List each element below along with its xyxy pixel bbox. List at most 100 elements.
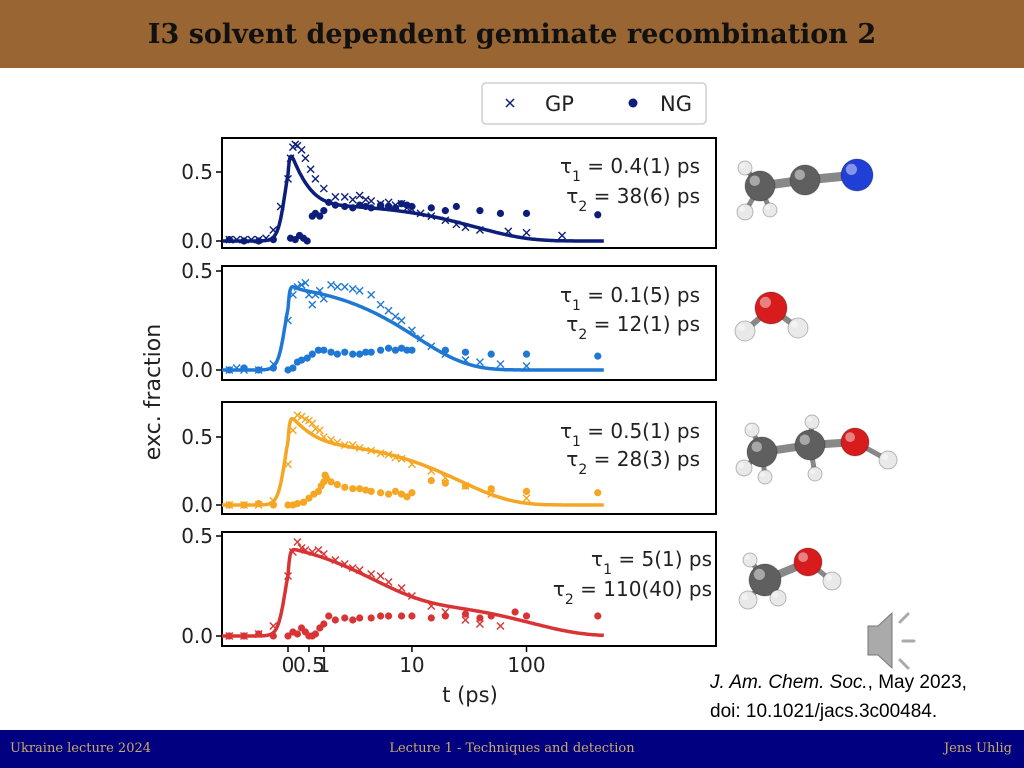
ng-point — [314, 346, 322, 354]
ng-point — [496, 209, 505, 217]
atom — [738, 590, 758, 610]
gp-point — [319, 433, 328, 441]
gp-point — [367, 290, 376, 299]
x-tick-label: 0.5 — [293, 653, 325, 677]
atom-highlight — [791, 321, 798, 328]
ng-point — [356, 350, 364, 358]
gp-point — [461, 616, 470, 624]
ng-point — [225, 632, 233, 640]
molecule-methanol — [738, 547, 842, 610]
gp-point — [232, 235, 241, 244]
gp-point — [355, 191, 364, 200]
panel-frame — [221, 531, 717, 647]
gp-point — [327, 435, 336, 444]
gp-point — [348, 564, 357, 572]
footer-right: Jens Uhlig — [943, 741, 1012, 756]
ng-point — [341, 348, 349, 356]
gp-point — [496, 622, 505, 630]
ng-point — [408, 202, 416, 211]
citation: J. Am. Chem. Soc., May 2023, doi: 10.102… — [710, 668, 967, 726]
ng-point — [384, 612, 393, 620]
fit-line — [222, 547, 604, 638]
atom — [807, 466, 823, 482]
gp-point — [416, 209, 425, 218]
ng-point — [299, 498, 308, 506]
x-tick-label: 1 — [317, 653, 330, 677]
ng-point — [314, 487, 322, 495]
ng-point — [327, 478, 335, 486]
ng-point — [356, 614, 364, 622]
gp-point — [348, 195, 357, 204]
gp-point — [284, 316, 292, 325]
title-bar: I3 solvent dependent geminate recombinat… — [0, 0, 1024, 68]
ng-point — [322, 474, 330, 482]
ng-point — [255, 630, 263, 638]
ng-point — [367, 204, 375, 212]
ng-point — [225, 501, 233, 509]
ng-point — [320, 207, 328, 215]
ng-point — [441, 346, 449, 354]
ng-point — [311, 630, 320, 638]
ng-point — [594, 612, 602, 620]
ng-point — [362, 486, 370, 494]
ng-point — [240, 364, 248, 372]
panel-frame — [221, 401, 717, 515]
atom — [794, 429, 826, 461]
atom — [878, 450, 898, 470]
atom-highlight — [760, 472, 765, 477]
ng-point — [397, 612, 406, 620]
gp-point — [558, 231, 567, 240]
atom-highlight — [798, 552, 808, 562]
tau-subscript: 2 — [578, 327, 587, 343]
ng-point — [349, 350, 357, 358]
ng-point — [384, 490, 393, 498]
atom-highlight — [845, 432, 855, 442]
legend-ng-label: NG — [660, 92, 692, 116]
ng-point — [384, 202, 393, 211]
gp-point — [293, 282, 302, 291]
tau-subscript: 2 — [578, 199, 587, 215]
gp-point — [522, 228, 531, 237]
ng-point — [269, 501, 277, 509]
atom-highlight — [738, 324, 745, 331]
ng-point — [362, 202, 370, 211]
ng-point — [461, 610, 470, 618]
ng-point — [397, 200, 406, 208]
ng-point — [408, 612, 416, 620]
gp-point — [297, 544, 306, 552]
ng-point — [367, 487, 375, 495]
ng-point — [391, 204, 400, 212]
gp-point — [319, 184, 328, 193]
atom-highlight — [794, 169, 805, 180]
gp-point — [376, 300, 385, 309]
gp-point — [376, 572, 385, 580]
ng-point — [293, 500, 302, 508]
panel-frame — [221, 137, 717, 249]
footer-bar: Ukraine lecture 2024 Lecture 1 - Techniq… — [0, 730, 1024, 768]
gp-point — [348, 441, 357, 450]
gp-point — [487, 490, 496, 499]
gp-point — [407, 460, 416, 469]
ng-point — [362, 348, 370, 356]
atom — [748, 563, 782, 597]
atom-highlight — [765, 205, 770, 210]
atom — [734, 320, 756, 342]
gp-point — [333, 282, 342, 291]
x-tick-label: 0 — [282, 653, 295, 677]
legend-box — [481, 82, 707, 125]
gp-point — [308, 300, 317, 309]
atom — [787, 317, 809, 339]
ng-point — [356, 201, 364, 209]
gp-point — [262, 234, 270, 243]
tau2-label: τ2 = 110(40) ps — [553, 577, 712, 608]
gp-point — [331, 192, 340, 201]
panel-frame — [221, 265, 717, 381]
atom-highlight — [745, 555, 750, 560]
gp-point — [367, 570, 376, 578]
citation-doi: doi: 10.1021/jacs.3c00484. — [710, 701, 938, 722]
atom-highlight — [807, 417, 812, 422]
legend-gp-label: GP — [545, 92, 574, 116]
gp-point — [297, 280, 306, 289]
ng-point — [452, 202, 460, 211]
